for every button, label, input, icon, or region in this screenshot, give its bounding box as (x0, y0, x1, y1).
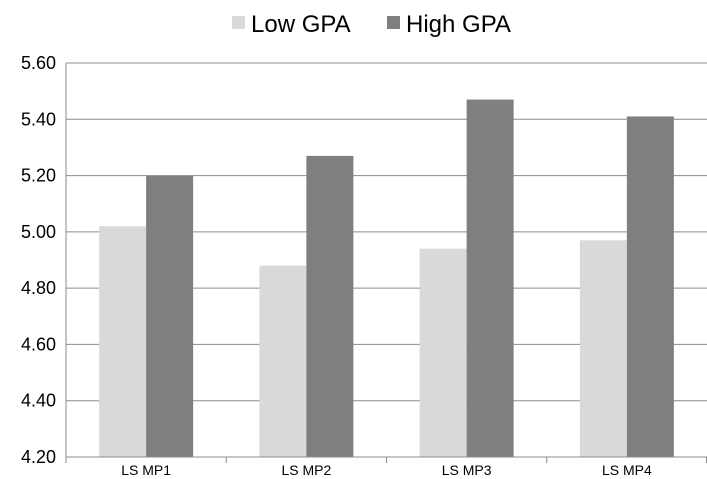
y-tick-label: 5.00 (21, 222, 56, 242)
y-tick-label: 4.80 (21, 278, 56, 298)
y-tick-label: 4.20 (21, 447, 56, 467)
bars (99, 99, 674, 458)
x-category-label: LS MP1 (121, 462, 171, 478)
bar-high-gpa-ls-mp2 (306, 155, 354, 457)
legend-label-high-gpa: High GPA (406, 11, 511, 38)
x-axis-category-labels: LS MP1 LS MP2 LS MP3 LS MP4 (121, 462, 652, 478)
legend: Low GPA High GPA (232, 11, 511, 38)
y-tick-label: 4.60 (21, 334, 56, 354)
bar-low-gpa-ls-mp4 (579, 240, 627, 457)
legend-swatch-high-gpa (387, 16, 400, 29)
x-category-label: LS MP2 (281, 462, 331, 478)
y-tick-label: 4.40 (21, 391, 56, 411)
legend-label-low-gpa: Low GPA (251, 11, 351, 38)
legend-swatch-low-gpa (232, 16, 245, 29)
y-tick-label: 5.20 (21, 166, 56, 186)
bar-high-gpa-ls-mp4 (626, 116, 674, 457)
y-tick-label: 5.40 (21, 109, 56, 129)
bar-low-gpa-ls-mp3 (419, 248, 467, 457)
x-category-label: LS MP3 (442, 462, 492, 478)
bar-low-gpa-ls-mp1 (99, 226, 147, 457)
bar-high-gpa-ls-mp3 (466, 99, 514, 457)
bar-low-gpa-ls-mp2 (259, 265, 307, 457)
x-category-label: LS MP4 (602, 462, 652, 478)
y-axis-tick-labels: 4.20 4.40 4.60 4.80 5.00 5.20 5.40 5.60 (21, 53, 56, 467)
bar-high-gpa-ls-mp1 (146, 175, 194, 458)
y-tick-label: 5.60 (21, 53, 56, 73)
